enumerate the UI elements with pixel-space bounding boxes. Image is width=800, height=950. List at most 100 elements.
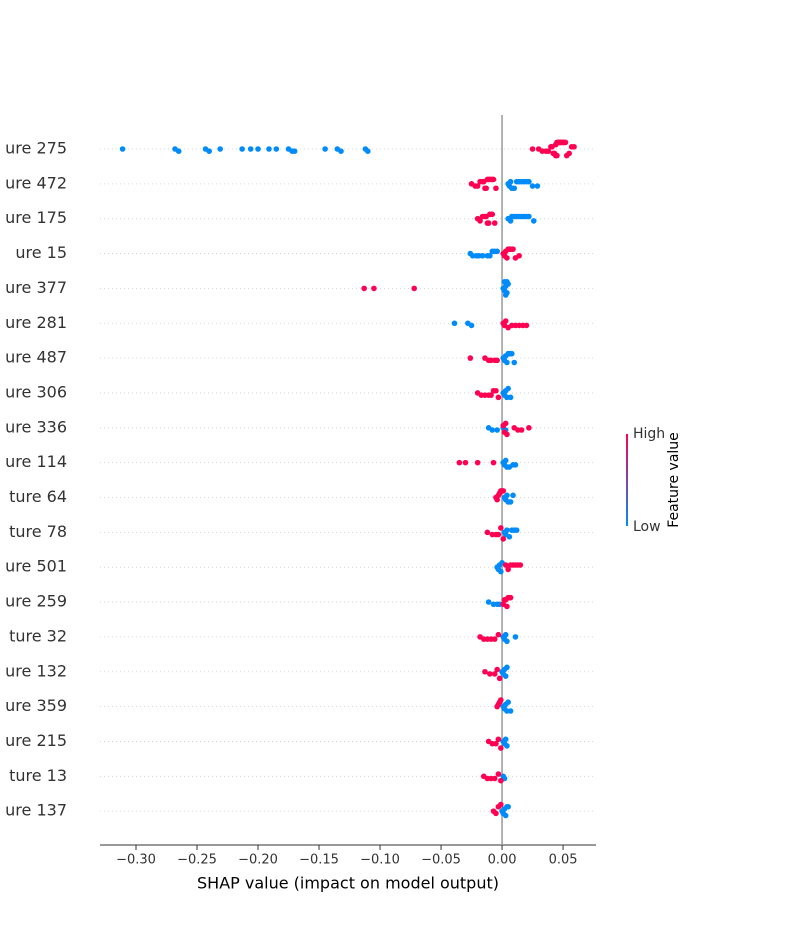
dot	[491, 671, 498, 677]
colorbar-title: Feature value	[666, 432, 682, 528]
dot	[504, 603, 510, 610]
dot	[239, 146, 245, 152]
dot	[490, 176, 497, 183]
dot	[502, 631, 509, 638]
dot	[502, 420, 509, 427]
dot	[498, 525, 504, 531]
colorbar	[626, 434, 628, 526]
dot	[507, 178, 514, 185]
x-tick-label: −0.05	[421, 853, 461, 868]
dot	[506, 533, 513, 540]
dot	[505, 566, 511, 573]
dot	[505, 385, 511, 392]
row-label: ure 132	[5, 661, 67, 680]
dot	[496, 675, 503, 682]
dot	[485, 599, 492, 605]
dot	[507, 594, 514, 601]
row-label: ure 114	[5, 452, 67, 471]
dot	[217, 146, 223, 152]
dot	[488, 392, 494, 398]
dot	[507, 218, 514, 224]
dot	[487, 252, 493, 259]
dot	[504, 664, 510, 671]
dot	[571, 144, 577, 150]
dot	[498, 568, 504, 575]
dot	[483, 185, 489, 192]
x-tick-label: 0.00	[488, 853, 517, 868]
dot	[495, 771, 502, 777]
dot	[545, 148, 552, 154]
colorbar-high: High	[633, 426, 665, 442]
dot	[566, 150, 572, 157]
dot	[119, 146, 126, 152]
dot	[504, 279, 510, 285]
dot	[502, 562, 509, 568]
dot	[529, 146, 536, 152]
dot	[526, 178, 532, 185]
dot	[491, 636, 498, 642]
dot	[510, 246, 516, 252]
x-tick-label: −0.20	[238, 853, 278, 868]
dot	[504, 255, 510, 261]
dot	[530, 218, 537, 224]
dot	[518, 427, 525, 433]
dot	[502, 292, 509, 298]
dot	[502, 673, 509, 679]
row-label: ure 487	[5, 348, 67, 367]
row-label: ure 175	[5, 208, 67, 227]
dot	[494, 248, 500, 255]
dot	[513, 527, 520, 533]
dot	[502, 812, 509, 819]
dot	[504, 527, 510, 533]
colorbar-low: Low	[633, 519, 661, 535]
dot	[291, 148, 298, 154]
dot	[498, 777, 504, 784]
row-label: ure 275	[5, 139, 67, 158]
dot	[498, 697, 504, 703]
row-label: ure 306	[5, 382, 67, 401]
dot	[493, 185, 499, 192]
dot	[516, 252, 522, 259]
dot	[494, 666, 500, 673]
dot	[493, 387, 499, 394]
dot	[494, 357, 500, 364]
dot	[361, 285, 367, 292]
dot	[479, 252, 486, 259]
dot	[411, 285, 417, 292]
dot	[500, 536, 507, 542]
row-label: ure 359	[5, 696, 67, 715]
dot	[502, 457, 509, 464]
row-label: ure 336	[5, 417, 67, 436]
dot	[247, 146, 254, 152]
dot	[507, 499, 514, 505]
dot	[505, 699, 511, 705]
dot	[477, 218, 483, 224]
dot	[498, 801, 504, 808]
dot	[554, 152, 560, 159]
dot	[523, 322, 530, 329]
dot	[462, 459, 469, 466]
dot	[504, 638, 510, 645]
dot	[485, 220, 492, 226]
dot	[495, 531, 502, 538]
dot	[512, 634, 519, 640]
dot	[498, 745, 504, 751]
dot	[266, 146, 272, 152]
dot	[504, 431, 510, 438]
dot	[505, 803, 511, 810]
dot	[456, 459, 463, 466]
x-tick-label: −0.15	[299, 853, 339, 868]
dot	[338, 148, 344, 154]
dot	[371, 285, 377, 292]
row-label: ture 64	[9, 487, 67, 506]
dot	[467, 355, 474, 361]
dot	[487, 671, 493, 677]
dot	[507, 708, 514, 714]
row-label: ture 13	[9, 766, 67, 785]
x-tick-label: −0.25	[177, 853, 217, 868]
dot	[500, 488, 507, 494]
dot	[526, 425, 532, 431]
dot	[489, 427, 496, 433]
x-axis-label: SHAP value (impact on model output)	[197, 874, 499, 893]
